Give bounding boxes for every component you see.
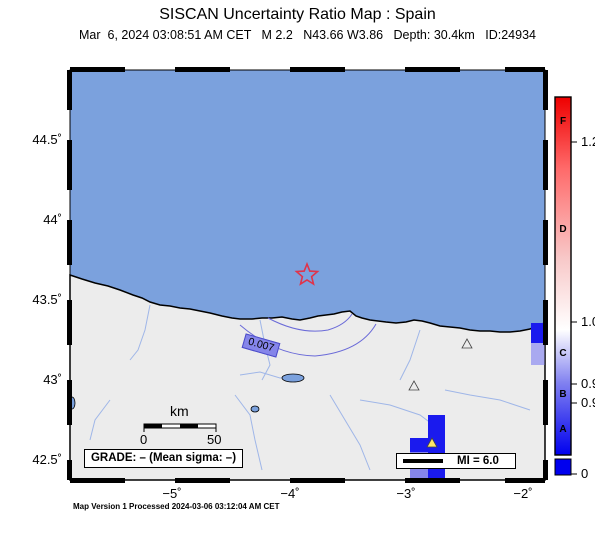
land-area [69, 273, 546, 481]
mi-legend-bar [403, 459, 443, 463]
scale-bar-unit: km [170, 403, 189, 419]
grade-box: GRADE: – (Mean sigma: –) [84, 449, 243, 468]
event-info: Mar 6, 2024 03:08:51 AM CET M 2.2 N43.66… [79, 28, 536, 42]
station-triangle-icon [426, 437, 438, 448]
map-title: SISCAN Uncertainty Ratio Map : Spain [159, 6, 436, 23]
colorbar-ticks [571, 141, 577, 475]
x-tick-label: −2˚ [513, 486, 533, 501]
lake [281, 373, 305, 383]
station-icons [408, 338, 473, 391]
processing-footer: Map Version 1 Processed 2024-03-06 03:12… [73, 502, 280, 511]
y-tick-label: 44.5˚ [32, 132, 62, 147]
colorbar-zero-swatch [554, 458, 572, 476]
y-tick-label: 42.5˚ [32, 452, 62, 467]
colorbar-letter: B [559, 389, 567, 400]
colorbar [554, 96, 572, 456]
y-tick-label: 44˚ [43, 212, 62, 227]
x-tick-label: −4˚ [280, 486, 300, 501]
scale-bar-end: 50 [207, 432, 222, 447]
lake [250, 405, 260, 413]
scale-bar-start: 0 [140, 432, 148, 447]
colorbar-letter: C [559, 348, 567, 359]
epicenter-star-icon [294, 261, 320, 286]
scale-bar-graphic [143, 423, 217, 432]
colorbar-value: 0 [581, 466, 589, 481]
mi-legend: MI = 6.0 [396, 453, 516, 469]
colorbar-value: 1.2 [581, 134, 595, 149]
y-tick-label: 43˚ [43, 372, 62, 387]
station-triangle-icon [408, 380, 420, 391]
station-triangle-icon [461, 338, 473, 349]
frame-ticks [67, 67, 548, 483]
colorbar-value: 1.0 [581, 314, 595, 329]
y-tick-label: 43.5˚ [32, 292, 62, 307]
colorbar-letter: F [559, 116, 567, 127]
x-tick-label: −3˚ [396, 486, 416, 501]
colorbar-value: 0.9 [581, 395, 595, 410]
colorbar-letter: A [559, 424, 567, 435]
x-tick-label: −5˚ [162, 486, 182, 501]
colorbar-value: 0.9 [581, 376, 595, 391]
colorbar-letter: D [559, 224, 567, 235]
mi-legend-label: MI = 6.0 [457, 455, 499, 467]
